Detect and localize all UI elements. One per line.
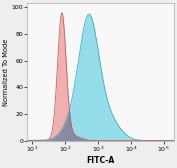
Y-axis label: Normalized To Mode: Normalized To Mode <box>4 38 10 106</box>
X-axis label: FITC-A: FITC-A <box>86 156 115 164</box>
